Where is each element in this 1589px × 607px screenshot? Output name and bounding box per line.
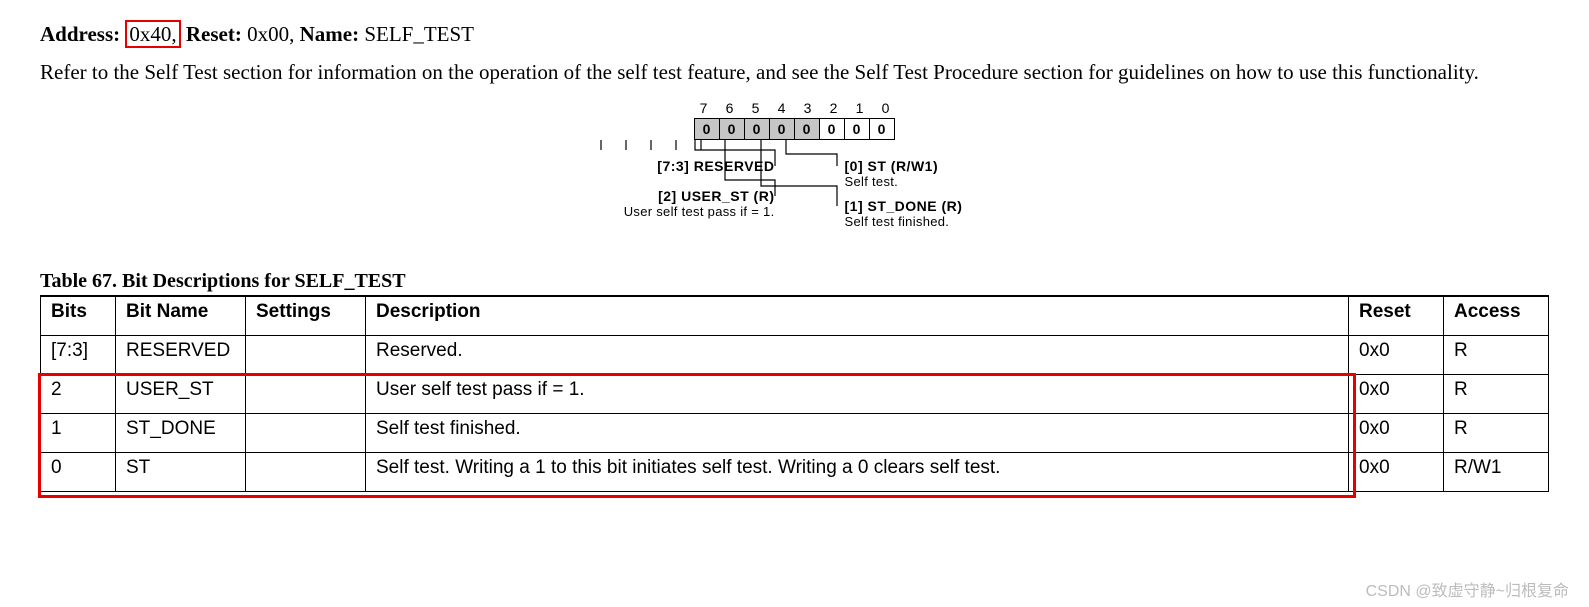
table-header-cell: Access	[1444, 296, 1549, 336]
table-title: Table 67. Bit Descriptions for SELF_TEST	[40, 270, 1549, 293]
bit-index: 0	[874, 100, 898, 116]
table-cell: Self test finished.	[366, 414, 1349, 453]
table-cell: 0	[41, 453, 116, 492]
table-header-cell: Description	[366, 296, 1349, 336]
bit-index-row: 76543210	[585, 100, 1005, 118]
table-cell: ST_DONE	[116, 414, 246, 453]
bit-label-user-st: [2] USER_ST (R) User self test pass if =…	[624, 188, 775, 219]
table-row: 0ST Self test. Writing a 1 to this bit in…	[41, 453, 1549, 492]
bit-label-st: [0] ST (R/W1) Self test.	[845, 158, 939, 189]
bit-cell: 0	[744, 118, 770, 140]
bit-cell: 0	[769, 118, 795, 140]
bit-index: 1	[848, 100, 872, 116]
register-header: Address: 0x40, Reset: 0x00, Name: SELF_T…	[40, 20, 1549, 48]
table-cell	[246, 375, 366, 414]
bit-index: 3	[796, 100, 820, 116]
bit-diagram: 76543210 00000000 [7:3] RESERVED	[40, 100, 1549, 250]
table-cell: 0x0	[1349, 336, 1444, 375]
bit-table-wrap: BitsBit NameSettingsDescriptionResetAcce…	[40, 295, 1549, 492]
bit-labels: [7:3] RESERVED [2] USER_ST (R) User self…	[585, 140, 1005, 250]
table-cell: USER_ST	[116, 375, 246, 414]
bit-index: 2	[822, 100, 846, 116]
table-cell	[246, 453, 366, 492]
description-paragraph: Refer to the Self Test section for infor…	[40, 58, 1549, 86]
name-label: Name:	[300, 22, 359, 46]
bit-label-reserved: [7:3] RESERVED	[657, 158, 774, 174]
table-cell: RESERVED	[116, 336, 246, 375]
table-row: 1ST_DONE Self test finished.0x0R	[41, 414, 1549, 453]
bit-value-row: 00000000	[585, 118, 1005, 140]
bit-index: 7	[692, 100, 716, 116]
bit-cell: 0	[794, 118, 820, 140]
table-header-cell: Settings	[246, 296, 366, 336]
bit-index: 4	[770, 100, 794, 116]
name-value: SELF_TEST	[364, 22, 474, 46]
table-cell: R/W1	[1444, 453, 1549, 492]
table-row: 2USER_ST User self test pass if = 1.0x0R	[41, 375, 1549, 414]
address-label: Address:	[40, 22, 120, 46]
table-cell: [7:3]	[41, 336, 116, 375]
table-header-cell: Bits	[41, 296, 116, 336]
bit-index: 5	[744, 100, 768, 116]
watermark: CSDN @致虚守静~归根复命	[1366, 577, 1569, 601]
table-cell: R	[1444, 375, 1549, 414]
table-header-row: BitsBit NameSettingsDescriptionResetAcce…	[41, 296, 1549, 336]
table-cell: Self test. Writing a 1 to this bit initi…	[366, 453, 1349, 492]
reset-label: Reset:	[186, 22, 242, 46]
table-cell: R	[1444, 336, 1549, 375]
table-body: [7:3]RESERVEDReserved.0x0R2USER_STUser s…	[41, 336, 1549, 492]
table-cell: 0x0	[1349, 375, 1444, 414]
bit-cell: 0	[694, 118, 720, 140]
table-cell	[246, 414, 366, 453]
bit-index: 6	[718, 100, 742, 116]
table-cell: Reserved.	[366, 336, 1349, 375]
bit-cell: 0	[844, 118, 870, 140]
table-cell: 2	[41, 375, 116, 414]
reset-value: 0x00,	[247, 22, 294, 46]
table-row: [7:3]RESERVED Reserved.0x0R	[41, 336, 1549, 375]
table-cell: 0x0	[1349, 414, 1444, 453]
bit-label-st-done: [1] ST_DONE (R) Self test finished.	[845, 198, 963, 229]
table-header-cell: Reset	[1349, 296, 1444, 336]
table-cell: ST	[116, 453, 246, 492]
table-cell: 1	[41, 414, 116, 453]
bit-cell: 0	[719, 118, 745, 140]
table-cell: 0x0	[1349, 453, 1444, 492]
bit-cell: 0	[819, 118, 845, 140]
table-cell: R	[1444, 414, 1549, 453]
table-cell: User self test pass if = 1.	[366, 375, 1349, 414]
table-cell	[246, 336, 366, 375]
bit-cell: 0	[869, 118, 895, 140]
table-header-cell: Bit Name	[116, 296, 246, 336]
address-value-highlight: 0x40,	[125, 20, 180, 48]
bit-description-table: BitsBit NameSettingsDescriptionResetAcce…	[40, 295, 1549, 492]
